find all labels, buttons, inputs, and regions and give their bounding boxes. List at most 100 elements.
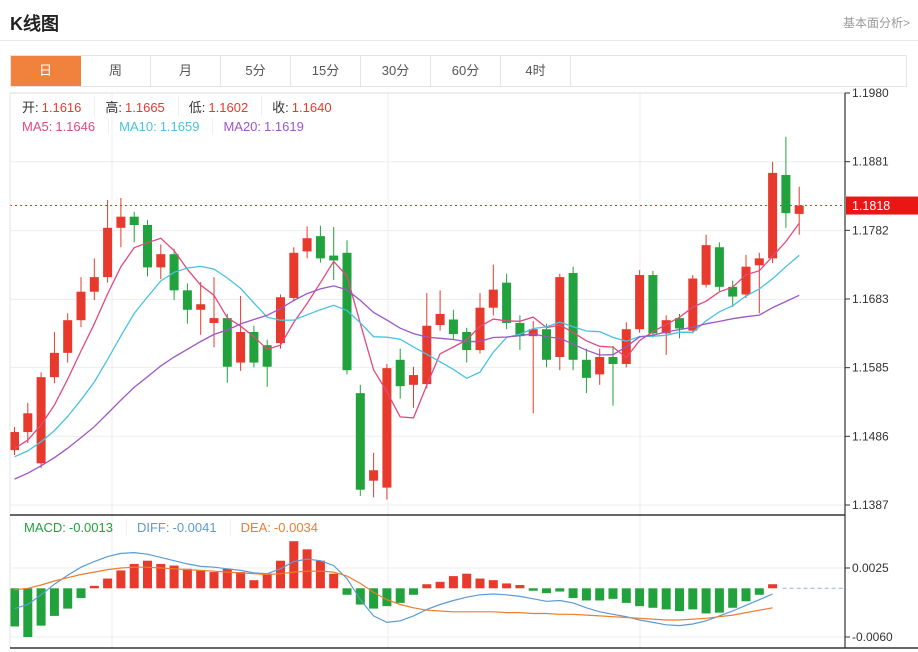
candle[interactable]	[768, 172, 778, 259]
candle[interactable]	[475, 307, 485, 351]
candle[interactable]	[781, 174, 791, 214]
macd-bar	[369, 588, 379, 609]
low-legend: 低: 1.1602	[179, 96, 263, 117]
candle[interactable]	[129, 216, 139, 226]
candle[interactable]	[701, 245, 711, 285]
candle[interactable]	[648, 275, 658, 334]
candle[interactable]	[608, 357, 618, 364]
candle[interactable]	[462, 332, 472, 351]
candle[interactable]	[196, 304, 206, 310]
candle[interactable]	[182, 290, 192, 310]
tab-5min[interactable]: 5分	[221, 56, 291, 86]
macd-bar	[222, 568, 232, 589]
macd-bar	[475, 578, 485, 589]
macd-bar	[23, 588, 33, 637]
candle[interactable]	[675, 318, 684, 329]
macd-bar	[36, 588, 46, 626]
tab-30min[interactable]: 30分	[361, 56, 431, 86]
candle[interactable]	[36, 377, 46, 464]
macd-bar	[302, 549, 312, 589]
candle[interactable]	[249, 332, 259, 363]
candle[interactable]	[515, 322, 525, 337]
candle[interactable]	[528, 329, 538, 337]
price-tick-label: 1.1683	[852, 292, 889, 306]
candle[interactable]	[435, 313, 445, 326]
price-tick-label: 1.1782	[852, 223, 889, 237]
macd-bar	[116, 570, 126, 589]
candle[interactable]	[355, 393, 365, 490]
candle[interactable]	[488, 289, 498, 308]
macd-bar	[675, 588, 684, 612]
candle[interactable]	[63, 320, 73, 353]
fundamental-analysis-link[interactable]: 基本面分析>	[842, 16, 910, 30]
candle[interactable]	[23, 413, 33, 433]
ma5-legend: MA5: 1.1646	[12, 118, 110, 135]
candle[interactable]	[754, 258, 764, 266]
tab-15min[interactable]: 15分	[291, 56, 361, 86]
candle[interactable]	[315, 236, 325, 259]
tab-4hour[interactable]: 4时	[501, 56, 571, 86]
macd-bar	[262, 573, 272, 589]
candle[interactable]	[289, 252, 299, 298]
candle[interactable]	[568, 272, 578, 360]
candle[interactable]	[595, 357, 605, 375]
candle[interactable]	[262, 345, 272, 367]
macd-bar	[196, 570, 206, 589]
candle[interactable]	[116, 216, 126, 228]
macd-bar	[143, 560, 152, 589]
candle[interactable]	[502, 282, 512, 323]
candle[interactable]	[661, 320, 671, 334]
macd-bar	[608, 588, 618, 599]
macd-bar	[422, 584, 432, 589]
macd-legend: MACD: -0.0013 DIFF: -0.0041 DEA: -0.0034	[14, 519, 331, 536]
macd-bar	[89, 585, 99, 589]
macd-bar	[103, 578, 113, 589]
candle[interactable]	[794, 205, 804, 214]
macd-bar	[488, 580, 498, 589]
candle[interactable]	[222, 318, 232, 367]
candle[interactable]	[209, 318, 219, 323]
macd-bar	[595, 588, 605, 601]
tab-month[interactable]: 月	[151, 56, 221, 86]
candle[interactable]	[342, 252, 352, 371]
candle[interactable]	[728, 286, 738, 297]
candle[interactable]	[89, 277, 99, 292]
candle[interactable]	[369, 470, 379, 481]
macd-bar	[329, 573, 339, 589]
candle[interactable]	[76, 291, 86, 321]
current-price-label: 1.1818	[852, 199, 890, 213]
macd-bar	[635, 588, 645, 607]
candle[interactable]	[395, 359, 405, 387]
macd-bar	[169, 565, 179, 589]
tab-60min[interactable]: 60分	[431, 56, 501, 86]
macd-bar	[714, 588, 724, 613]
macd-bar	[209, 572, 219, 589]
candle[interactable]	[236, 332, 246, 363]
diff-line	[14, 551, 773, 627]
candle[interactable]	[714, 247, 724, 287]
candle[interactable]	[329, 255, 339, 261]
candle[interactable]	[581, 359, 591, 378]
macd-bar	[409, 588, 418, 595]
candle[interactable]	[409, 375, 418, 385]
macd-bar	[661, 588, 671, 610]
macd-bar	[76, 588, 86, 599]
candle[interactable]	[10, 432, 19, 451]
tab-week[interactable]: 周	[81, 56, 151, 86]
candle[interactable]	[143, 225, 152, 268]
macd-bar	[315, 560, 325, 589]
candle[interactable]	[49, 352, 59, 378]
candle[interactable]	[542, 329, 551, 360]
tab-day[interactable]: 日	[11, 56, 81, 86]
candle[interactable]	[302, 238, 312, 252]
candle[interactable]	[741, 266, 751, 295]
candle[interactable]	[555, 277, 565, 358]
price-tick-label: 1.1980	[852, 86, 889, 100]
candle[interactable]	[635, 275, 645, 330]
candle[interactable]	[448, 319, 458, 335]
candle[interactable]	[382, 368, 392, 488]
candle[interactable]	[156, 254, 166, 268]
candle[interactable]	[688, 278, 698, 331]
candle[interactable]	[103, 227, 113, 278]
